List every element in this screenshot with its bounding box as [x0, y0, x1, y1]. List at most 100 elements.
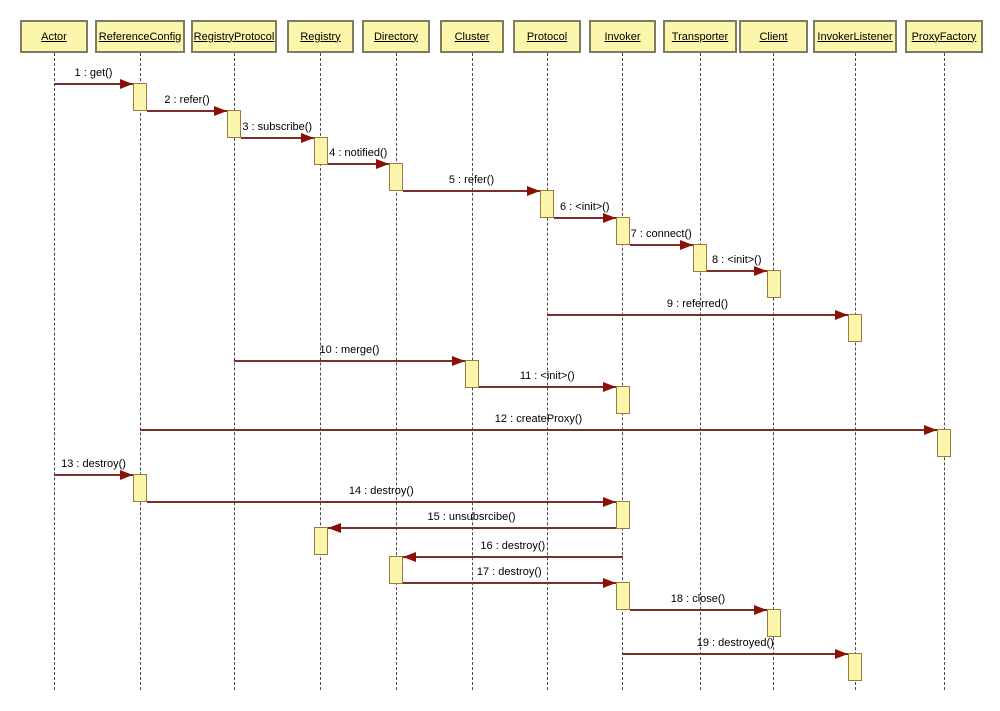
message-14-arrowhead	[602, 497, 616, 507]
activation-bar-proxyfactory	[937, 429, 951, 457]
participant-box-client: Client	[739, 20, 808, 53]
message-12-arrowhead	[924, 425, 937, 435]
message-2-label: 2 : refer()	[164, 94, 210, 106]
participant-label: Invoker	[604, 30, 641, 43]
message-9-line	[547, 314, 848, 316]
participant-label: RegistryProtocol	[193, 30, 275, 43]
activation-bar-directory	[389, 163, 403, 191]
participant-label: Protocol	[526, 30, 568, 43]
message-3-line	[241, 137, 314, 139]
message-5-arrowhead	[527, 186, 540, 196]
message-5-line	[403, 190, 540, 192]
message-2-line	[147, 110, 227, 112]
message-1-label: 1 : get()	[74, 67, 113, 79]
lifeline-proxyfactory	[943, 53, 945, 690]
activation-bar-registryprotocol	[227, 110, 241, 138]
message-11-label: 11 : <init>()	[519, 370, 575, 382]
message-17-line	[403, 582, 616, 584]
message-9-label: 9 : referred()	[666, 298, 729, 310]
message-11-arrowhead	[602, 382, 616, 392]
message-15-arrowhead	[327, 523, 341, 533]
message-17-arrowhead	[602, 578, 616, 588]
message-18-label: 18 : close()	[670, 593, 726, 605]
message-13-line	[54, 474, 133, 476]
lifeline-protocol	[546, 53, 548, 690]
activation-bar-client	[766, 609, 781, 637]
message-10-line	[234, 360, 465, 362]
message-8-arrowhead	[753, 266, 767, 276]
activation-bar-invoker	[615, 582, 630, 610]
activation-bar-invoker	[615, 217, 630, 245]
message-4-arrowhead	[376, 159, 389, 169]
participant-label: ReferenceConfig	[98, 30, 182, 43]
participant-box-registry: Registry	[287, 20, 354, 53]
participant-label: InvokerListener	[817, 30, 893, 43]
message-14-label: 14 : destroy()	[348, 485, 414, 497]
message-19-arrowhead	[835, 649, 848, 659]
lifeline-referenceconfig	[139, 53, 141, 690]
participant-label: Cluster	[454, 30, 490, 43]
activation-bar-invokerlistener	[848, 314, 862, 342]
message-13-label: 13 : destroy()	[61, 458, 126, 470]
message-4-label: 4 : notified()	[329, 147, 388, 159]
activation-bar-protocol	[540, 190, 554, 218]
message-6-arrowhead	[602, 213, 616, 223]
message-14-line	[147, 501, 616, 503]
message-4-line	[327, 163, 389, 165]
message-6-label: 6 : <init>()	[559, 201, 610, 213]
message-10-arrowhead	[452, 356, 465, 366]
message-9-arrowhead	[835, 310, 848, 320]
message-5-label: 5 : refer()	[448, 174, 495, 186]
participant-box-registryprotocol: RegistryProtocol	[191, 20, 277, 53]
activation-bar-referenceconfig	[133, 474, 147, 502]
lifeline-client	[773, 53, 774, 690]
message-12-label: 12 : createProxy()	[494, 413, 583, 425]
message-8-label: 8 : <init>()	[711, 254, 762, 266]
message-19-label: 19 : destroyed()	[696, 637, 774, 649]
message-18-line	[629, 609, 767, 611]
message-7-label: 7 : connect()	[630, 228, 692, 240]
message-7-arrowhead	[680, 240, 693, 250]
message-1-line	[54, 83, 133, 85]
activation-bar-invoker	[615, 386, 630, 414]
participant-label: Registry	[300, 30, 341, 43]
activation-bar-directory	[389, 556, 403, 584]
message-8-line	[707, 270, 767, 272]
activation-bar-client	[766, 270, 781, 298]
lifeline-invokerlistener	[854, 53, 856, 690]
activation-bar-transporter	[693, 244, 707, 272]
message-7-line	[629, 244, 693, 246]
activation-bar-registry	[313, 527, 328, 555]
participant-label: ProxyFactory	[911, 30, 977, 43]
message-3-arrowhead	[300, 133, 314, 143]
activation-bar-cluster	[465, 360, 479, 388]
participant-box-protocol: Protocol	[513, 20, 581, 53]
participant-box-invokerlistener: InvokerListener	[813, 20, 897, 53]
lifeline-registry	[320, 53, 321, 690]
participant-label: Transporter	[671, 30, 729, 43]
participant-box-invoker: Invoker	[589, 20, 656, 53]
participant-label: Actor	[41, 30, 67, 43]
message-19-line	[622, 653, 848, 655]
participant-label: Client	[759, 30, 788, 43]
message-2-arrowhead	[214, 106, 227, 116]
message-3-label: 3 : subscribe()	[242, 121, 313, 133]
message-13-arrowhead	[120, 470, 133, 480]
message-12-line	[140, 429, 937, 431]
message-17-label: 17 : destroy()	[476, 566, 542, 578]
message-16-line	[403, 556, 623, 558]
message-15-line	[327, 527, 616, 529]
participant-box-actor: Actor	[20, 20, 88, 53]
message-15-label: 15 : unsubsrcibe()	[427, 511, 516, 523]
message-16-label: 16 : destroy()	[480, 540, 546, 552]
participant-box-cluster: Cluster	[440, 20, 504, 53]
activation-bar-invoker	[615, 501, 630, 529]
message-11-line	[479, 386, 616, 388]
activation-bar-referenceconfig	[133, 83, 147, 111]
activation-bar-invokerlistener	[848, 653, 862, 681]
message-10-label: 10 : merge()	[319, 344, 380, 356]
participant-box-directory: Directory	[362, 20, 430, 53]
lifeline-registryprotocol	[233, 53, 235, 690]
lifeline-directory	[395, 53, 397, 690]
